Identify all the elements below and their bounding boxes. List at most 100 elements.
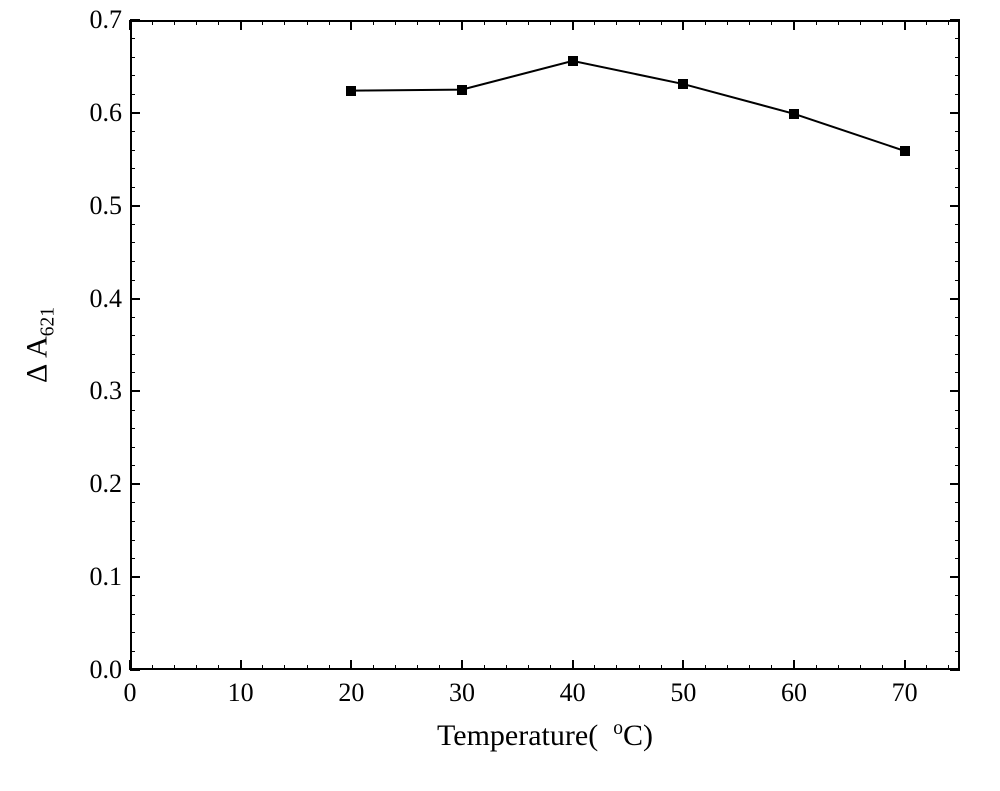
y-tick-label: 0.2 [76,469,122,499]
x-tick-minor [284,665,285,670]
y-tick-minor-right [955,187,960,188]
chart-container: 0102030405060700.00.10.20.30.40.50.60.7 … [0,0,1000,791]
y-tick-minor-right [955,354,960,355]
x-tick-minor-top [174,20,175,25]
x-tick-minor-top [373,20,374,25]
data-marker [678,79,688,89]
y-tick-label: 0.4 [76,284,122,314]
x-axis-label: Temperature( oC) [437,718,653,753]
y-tick-minor [130,187,135,188]
y-tick-minor [130,558,135,559]
x-tick-minor [860,665,861,670]
y-tick-minor-right [955,372,960,373]
y-tick-minor [130,168,135,169]
y-tick-minor [130,447,135,448]
x-tick-minor [705,665,706,670]
y-tick-minor-right [955,614,960,615]
x-tick-minor [262,665,263,670]
y-tick-minor-right [955,280,960,281]
x-tick-minor-top [749,20,750,25]
x-tick-major-top [572,20,574,30]
y-tick-minor [130,75,135,76]
x-tick-label: 60 [781,678,807,708]
x-tick-minor [373,665,374,670]
x-tick-minor-top [484,20,485,25]
y-tick-minor-right [955,261,960,262]
y-tick-label: 0.7 [76,5,122,35]
y-tick-major-right [950,298,960,300]
y-tick-minor [130,614,135,615]
x-tick-major-top [904,20,906,30]
x-tick-minor-top [639,20,640,25]
x-tick-minor [152,665,153,670]
y-tick-major [130,298,140,300]
x-tick-minor-top [506,20,507,25]
x-tick-major [240,660,242,670]
x-tick-minor [417,665,418,670]
y-tick-minor [130,317,135,318]
x-tick-minor-top [550,20,551,25]
x-tick-minor [329,665,330,670]
y-tick-minor [130,428,135,429]
y-tick-minor [130,224,135,225]
x-tick-minor [484,665,485,670]
x-tick-minor-top [307,20,308,25]
x-tick-major [572,660,574,670]
x-tick-major [461,660,463,670]
y-tick-label: 0.5 [76,191,122,221]
x-tick-minor [174,665,175,670]
x-tick-major [904,660,906,670]
x-tick-label: 10 [228,678,254,708]
x-tick-major-top [129,20,131,30]
x-tick-minor-top [528,20,529,25]
x-tick-minor-top [860,20,861,25]
y-tick-major [130,576,140,578]
x-tick-major-top [793,20,795,30]
x-tick-label: 40 [560,678,586,708]
data-line-svg [0,0,1000,791]
x-tick-label: 20 [338,678,364,708]
y-tick-minor [130,38,135,39]
y-tick-minor-right [955,651,960,652]
data-marker [900,146,910,156]
y-tick-major [130,19,140,21]
y-tick-minor-right [955,502,960,503]
x-tick-major-top [461,20,463,30]
data-line [351,61,904,151]
x-tick-minor-top [152,20,153,25]
y-tick-minor [130,502,135,503]
data-marker [568,56,578,66]
y-tick-minor [130,372,135,373]
y-tick-minor-right [955,131,960,132]
y-tick-major-right [950,112,960,114]
x-tick-minor [439,665,440,670]
y-tick-minor-right [955,38,960,39]
data-marker [789,109,799,119]
x-tick-minor-top [417,20,418,25]
y-tick-minor-right [955,632,960,633]
y-tick-major [130,112,140,114]
y-tick-major [130,669,140,671]
y-tick-major-right [950,483,960,485]
y-tick-minor-right [955,168,960,169]
x-tick-minor [616,665,617,670]
x-tick-minor [882,665,883,670]
y-tick-minor [130,410,135,411]
x-tick-major-top [240,20,242,30]
y-tick-major [130,483,140,485]
y-tick-major [130,205,140,207]
y-tick-minor [130,465,135,466]
y-tick-major-right [950,390,960,392]
y-tick-major-right [950,205,960,207]
x-tick-minor [639,665,640,670]
y-tick-minor [130,632,135,633]
y-tick-minor [130,131,135,132]
x-tick-minor [528,665,529,670]
x-tick-minor [594,665,595,670]
x-tick-major-top [682,20,684,30]
y-tick-major-right [950,576,960,578]
y-tick-label: 0.0 [76,655,122,685]
y-tick-minor [130,651,135,652]
x-tick-minor-top [882,20,883,25]
x-tick-minor [661,665,662,670]
